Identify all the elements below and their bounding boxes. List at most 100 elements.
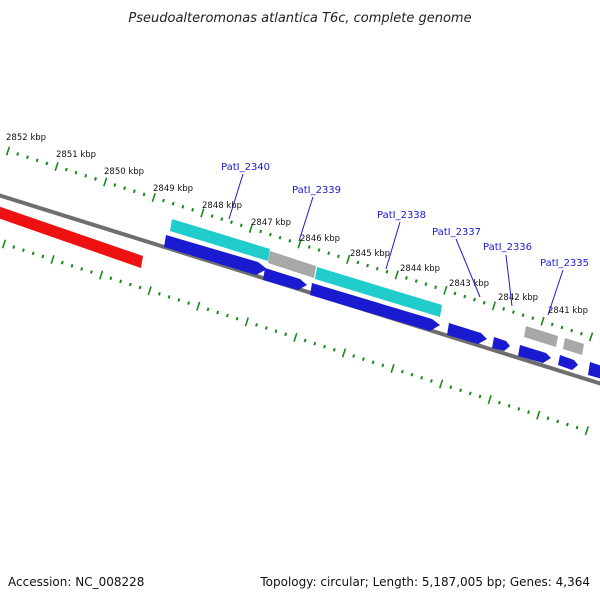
inner-tick-minor <box>371 360 375 365</box>
gene-label: PatI_2335 <box>540 258 589 269</box>
inner-tick-minor <box>410 372 414 377</box>
inner-tick-major <box>438 379 444 389</box>
gene-labels: PatI_2340 PatI_2339 PatI_2338 PatI_2337 PatI… <box>221 162 589 316</box>
inner-tick-minor <box>187 301 190 305</box>
outer-tick-minor <box>191 208 195 212</box>
outer-tick-minor <box>424 282 428 287</box>
outer-tick-major <box>54 161 59 172</box>
inner-tick-major <box>196 301 201 311</box>
outer-tick-minor <box>550 322 554 327</box>
outer-tick-minor <box>74 170 78 175</box>
inner-tick-major <box>341 348 347 358</box>
inner-tick-minor <box>565 422 569 427</box>
outer-tick-minor <box>220 217 224 222</box>
inner-tick-major <box>584 426 589 436</box>
cds-feature-6 <box>518 345 551 363</box>
gene-label-leader <box>547 269 564 316</box>
inner-tick-major <box>1 239 7 249</box>
outer-tick-minor <box>45 161 49 166</box>
outer-tick-minor <box>336 254 340 259</box>
gene-label: PatI_2337 <box>432 227 481 238</box>
outer-tick-major <box>491 301 497 311</box>
inner-tick-major <box>293 332 298 342</box>
gene-label: PatI_2338 <box>377 210 426 221</box>
outer-tick-minor <box>366 263 370 268</box>
gray-feature-2 <box>524 326 558 347</box>
cds-feature-2 <box>263 268 307 290</box>
inner-tick-minor <box>332 347 336 352</box>
inner-tick-major <box>99 270 104 280</box>
inner-tick-minor <box>468 391 472 396</box>
inner-tick-minor <box>429 379 433 383</box>
inner-tick-minor <box>352 354 356 358</box>
outer-tick-minor <box>113 183 117 187</box>
gene-label-leader <box>385 221 401 270</box>
gene-label: PatI_2339 <box>292 185 341 196</box>
gene-label-leader <box>455 238 481 298</box>
inner-tick-minor <box>575 425 579 430</box>
kbp-label: 2842 kbp <box>498 293 538 303</box>
inner-tick-minor <box>235 316 239 321</box>
inner-tick-minor <box>361 357 365 362</box>
kbp-label: 2846 kbp <box>300 234 340 244</box>
outer-tick-minor <box>521 313 525 318</box>
inner-tick-minor <box>109 276 113 281</box>
inner-tick-minor <box>459 388 462 393</box>
outer-tick-minor <box>94 176 97 181</box>
inner-tick-major <box>390 363 395 374</box>
outer-tick-major <box>248 223 254 233</box>
inner-tick-major <box>50 255 55 265</box>
kbp-labels: 2852 kbp 2851 kbp 2850 kbp 2849 kbp 2848 kbp… <box>6 133 588 316</box>
outer-tick-minor <box>26 155 29 159</box>
outer-tick-minor <box>502 307 506 311</box>
inner-tick-minor <box>177 298 181 302</box>
outer-tick-minor <box>385 269 389 274</box>
kbp-label: 2849 kbp <box>153 184 193 194</box>
outer-tick-minor <box>35 158 39 163</box>
outer-tick-major <box>346 254 351 264</box>
gene-label: PatI_2340 <box>221 162 270 173</box>
outer-tick-minor <box>123 186 127 191</box>
outer-tick-major <box>394 270 399 280</box>
rna-feature-2 <box>315 267 442 317</box>
outer-tick-minor <box>84 173 88 178</box>
cds-feature-4 <box>447 323 487 344</box>
inner-tick-minor <box>138 285 142 290</box>
inner-tick-minor <box>216 310 220 315</box>
outer-tick-minor <box>288 239 292 243</box>
outer-tick-minor <box>570 328 574 333</box>
inner-tick-major <box>147 286 152 296</box>
outer-tick-major <box>443 285 448 295</box>
outer-tick-minor <box>405 276 408 280</box>
outer-tick-major <box>103 177 108 187</box>
inner-tick-minor <box>21 248 25 253</box>
outer-tick-minor <box>259 229 263 234</box>
inner-tick-minor <box>303 338 307 343</box>
inner-tick-minor <box>497 400 501 405</box>
inner-tick-minor <box>264 326 268 330</box>
inner-tick-minor <box>284 332 288 337</box>
outer-tick-minor <box>356 260 360 265</box>
outer-tick-major <box>151 192 156 202</box>
outer-tick-major <box>5 146 11 156</box>
inner-tick-minor <box>225 313 229 318</box>
outer-tick-minor <box>463 294 467 299</box>
inner-tick-minor <box>507 403 511 408</box>
inner-tick-minor <box>41 254 45 259</box>
outer-tick-minor <box>473 297 476 302</box>
kbp-label: 2848 kbp <box>202 201 242 211</box>
gene-label-leader <box>228 173 244 220</box>
inner-tick-minor <box>167 295 171 299</box>
inner-tick-ring <box>1 239 589 436</box>
inner-tick-minor <box>449 385 453 390</box>
kbp-label: 2851 kbp <box>56 150 96 160</box>
outer-tick-minor <box>434 285 438 290</box>
inner-tick-minor <box>313 341 317 346</box>
outer-tick-minor <box>171 201 175 206</box>
topology-text: Topology: circular; Length: 5,187,005 bp… <box>259 575 590 589</box>
accession-text: Accession: NC_008228 <box>8 575 144 589</box>
inner-tick-minor <box>274 329 278 334</box>
outer-tick-minor <box>307 245 311 249</box>
map-title: Pseudoalteromonas atlantica T6c, complet… <box>128 11 471 26</box>
